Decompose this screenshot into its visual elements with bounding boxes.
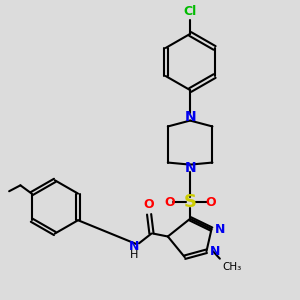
Text: O: O (206, 196, 216, 209)
Text: N: N (184, 110, 196, 124)
Text: O: O (164, 196, 175, 209)
Text: O: O (144, 198, 154, 211)
Text: N: N (128, 240, 139, 254)
Text: N: N (215, 223, 226, 236)
Text: Cl: Cl (184, 4, 197, 18)
Text: N: N (184, 161, 196, 176)
Text: S: S (184, 194, 196, 211)
Text: N: N (210, 245, 220, 258)
Text: H: H (130, 250, 138, 260)
Text: CH₃: CH₃ (223, 262, 242, 272)
